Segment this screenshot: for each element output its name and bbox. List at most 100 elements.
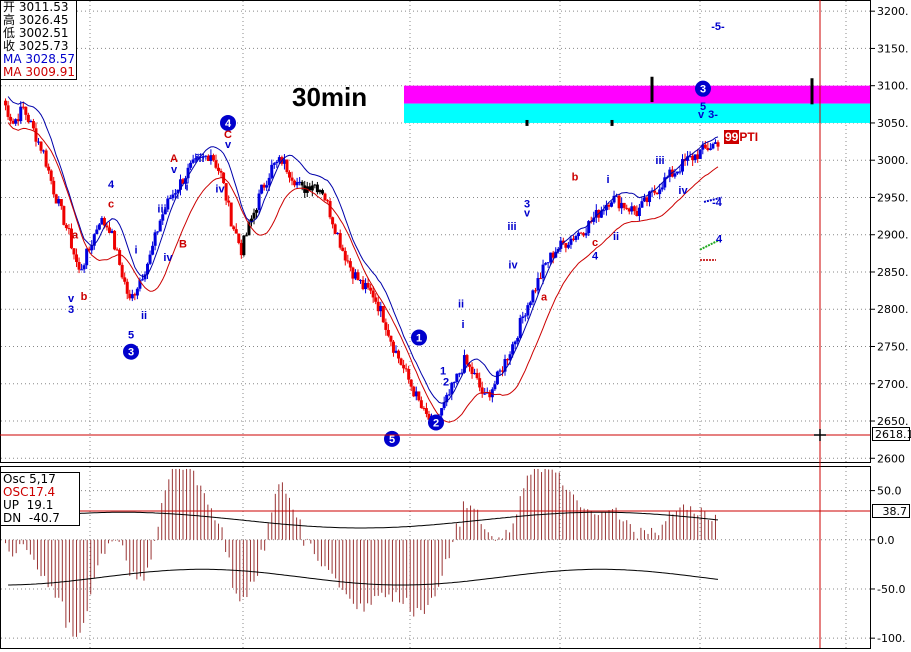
candle-body — [338, 233, 342, 248]
candle-body — [128, 293, 132, 299]
candle-body — [551, 252, 555, 258]
candle-body — [47, 166, 51, 171]
candle-body — [244, 235, 248, 237]
candle-body — [419, 400, 423, 408]
candle-body — [331, 217, 335, 225]
pti-box: 99 — [724, 130, 740, 144]
candle-body — [361, 279, 365, 290]
candle-body — [39, 141, 43, 151]
osc-info-box: Osc 5,17 OSC17.4 UP 19.1 DN -40.7 — [0, 472, 80, 526]
candle-body — [90, 245, 94, 251]
candle-body — [209, 155, 213, 162]
crosshair-icon — [814, 429, 826, 441]
wave-label: -4 — [712, 197, 723, 209]
candle-body — [673, 173, 677, 177]
candle-body — [14, 119, 18, 124]
candle-body — [64, 224, 68, 229]
candle-body — [186, 167, 190, 179]
candle-body — [249, 218, 253, 223]
price-tick-label: 3100. — [877, 80, 909, 93]
wave-label: c — [108, 198, 114, 210]
crosshair-cursor — [0, 0, 870, 648]
candle-body — [107, 227, 111, 233]
wave-label: 5 — [128, 330, 134, 342]
candle-body — [417, 391, 421, 401]
candle-body — [566, 244, 570, 248]
candle-body — [277, 157, 281, 162]
candle-body — [298, 181, 302, 183]
wave-label: 3 — [700, 84, 706, 96]
candle-body — [587, 221, 591, 234]
candle-body — [617, 195, 621, 209]
candle-body — [404, 368, 408, 370]
candle-body — [359, 279, 362, 281]
candle-body — [577, 232, 581, 237]
candle-body — [511, 344, 515, 355]
candle-body — [498, 370, 502, 372]
candle-body — [465, 355, 469, 365]
price-tick-label: 2850. — [877, 266, 909, 279]
wave-circle — [428, 414, 444, 431]
candle-body — [24, 106, 28, 115]
candle-body — [409, 379, 413, 387]
candle-body — [115, 249, 119, 251]
candle-body — [698, 149, 702, 159]
candle-body — [653, 190, 657, 193]
candle-body — [44, 150, 48, 167]
wave-label: 1 — [440, 365, 446, 377]
candle-body — [539, 278, 543, 280]
candle-body — [610, 202, 614, 207]
wave-label: i — [134, 245, 137, 257]
wave-label: 5 — [700, 101, 706, 113]
price-tick-label: 3150. — [877, 42, 909, 55]
candle-body — [353, 272, 357, 279]
candle-body — [716, 142, 720, 147]
ma-red-line — [7, 122, 719, 423]
candle-body — [300, 181, 304, 186]
candle-body — [561, 240, 565, 244]
candle-body — [95, 229, 99, 235]
candle-body — [153, 232, 157, 246]
wave-label: 1 — [416, 333, 422, 345]
candle-body — [533, 290, 537, 292]
wave-label: b — [81, 291, 88, 303]
candle-body — [508, 354, 512, 361]
candle-body — [85, 248, 89, 266]
candle-body — [691, 155, 695, 161]
candle-body — [356, 272, 360, 281]
osc-value: OSC17.4 — [3, 485, 56, 499]
candle-body — [267, 177, 271, 186]
candle-body — [320, 190, 324, 194]
candle-body — [379, 305, 383, 312]
osc-tick-label: 50.0 — [877, 485, 902, 498]
up-value: 19.1 — [26, 498, 54, 512]
candle-body — [260, 184, 264, 194]
candle-body — [630, 206, 634, 212]
candle-body — [483, 393, 487, 395]
pti-tag: 99PTI — [724, 130, 758, 144]
candle-body — [648, 191, 652, 203]
candle-body — [52, 180, 56, 195]
wave-circle — [695, 80, 711, 97]
candle-body — [49, 170, 53, 181]
candle-body — [176, 189, 180, 194]
candle-body — [455, 373, 459, 382]
candle-body — [374, 297, 378, 302]
timeframe-title: 30min — [292, 82, 368, 112]
wave-label: 3 — [68, 304, 74, 316]
candle-body — [318, 190, 322, 193]
candle-body — [384, 322, 388, 330]
up-label: UP — [3, 498, 20, 512]
projection-mark — [699, 239, 719, 251]
candle-body — [77, 261, 81, 270]
candle-body — [688, 155, 692, 157]
candle-body — [526, 305, 530, 316]
candle-body — [620, 202, 624, 209]
high-label: 高 — [3, 13, 16, 27]
candle-body — [640, 201, 644, 208]
wave-label: 3- — [708, 109, 718, 121]
candle-body — [293, 180, 297, 186]
candle-body — [343, 250, 347, 261]
price-tick-label: 2750. — [877, 341, 909, 354]
